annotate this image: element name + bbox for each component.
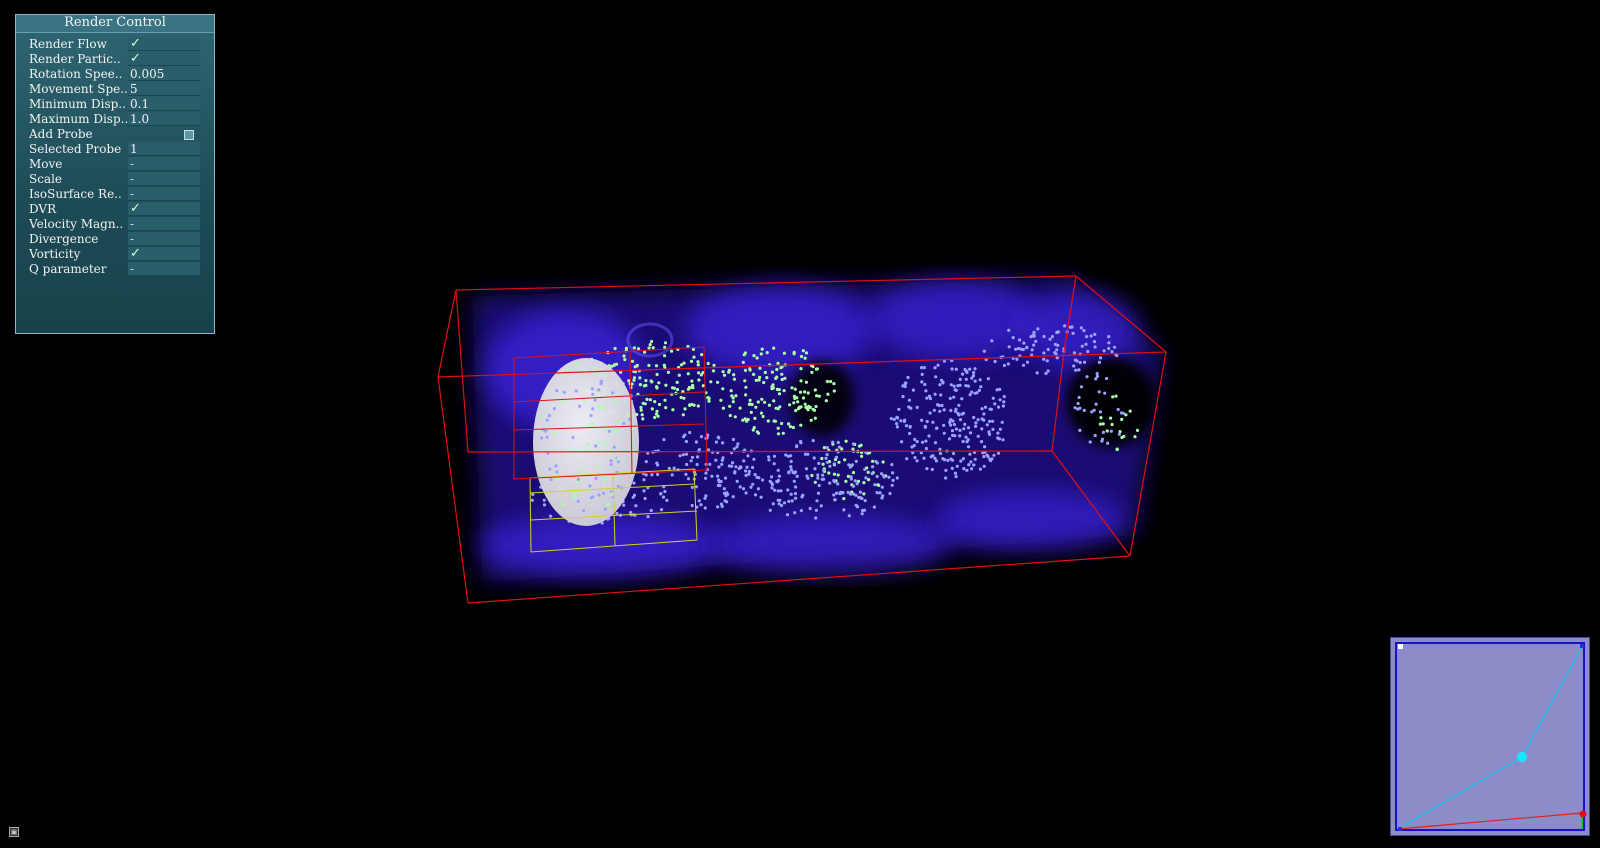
- sphere-obstacle: [533, 358, 639, 526]
- control-label: Selected Probe: [29, 142, 122, 156]
- control-label: Scale: [29, 172, 63, 186]
- control-row[interactable]: Rotation Spee.. 0.005: [16, 67, 214, 82]
- control-label: Velocity Magn..: [29, 217, 124, 231]
- control-label: Maximum Disp..: [29, 112, 129, 126]
- transfer-function-editor[interactable]: [1390, 637, 1590, 836]
- control-row[interactable]: Render Flow ✓: [16, 37, 214, 52]
- control-label: Divergence: [29, 232, 99, 246]
- control-label: Minimum Disp..: [29, 97, 126, 111]
- value-field[interactable]: 0.1: [128, 97, 200, 111]
- bounding-box: [437, 275, 1167, 604]
- control-label: Render Flow: [29, 37, 107, 51]
- control-row[interactable]: Vorticity ✓: [16, 247, 214, 262]
- tf-corner-handle[interactable]: [1398, 644, 1403, 649]
- checkbox-value[interactable]: ✓: [128, 52, 200, 66]
- tf-control-point[interactable]: [1517, 752, 1527, 762]
- particle-cloud-front: [539, 362, 634, 513]
- tf-red-line: [1397, 812, 1583, 830]
- tf-corner-handle-bottom-left[interactable]: [1398, 827, 1402, 831]
- tf-red-point[interactable]: [1579, 810, 1587, 818]
- toggle-value[interactable]: -: [128, 262, 200, 276]
- tf-background: [1390, 637, 1590, 836]
- control-row[interactable]: DVR ✓: [16, 202, 214, 217]
- control-label: Rotation Spee..: [29, 67, 123, 81]
- control-label: Movement Spe..: [29, 82, 128, 96]
- control-row[interactable]: Add Probe: [16, 127, 214, 142]
- toggle-value[interactable]: -: [128, 187, 200, 201]
- toggle-value[interactable]: -: [128, 232, 200, 246]
- control-row[interactable]: Render Partic.. ✓: [16, 52, 214, 67]
- toggle-value[interactable]: -: [128, 157, 200, 171]
- toggle-value[interactable]: -: [128, 217, 200, 231]
- probe-box[interactable]: [529, 468, 698, 553]
- tf-frame: [1395, 642, 1585, 831]
- control-row[interactable]: Velocity Magn.. -: [16, 217, 214, 232]
- control-row[interactable]: Selected Probe 1: [16, 142, 214, 157]
- toggle-value[interactable]: -: [128, 172, 200, 186]
- value-field[interactable]: 1: [128, 142, 200, 156]
- window-icon[interactable]: ▣: [9, 827, 19, 837]
- control-label: IsoSurface Re..: [29, 187, 122, 201]
- control-row[interactable]: Scale -: [16, 172, 214, 187]
- checkbox-value[interactable]: ✓: [128, 37, 200, 51]
- checkbox-value[interactable]: ✓: [128, 247, 200, 261]
- control-row[interactable]: Divergence -: [16, 232, 214, 247]
- value-field[interactable]: 1.0: [128, 112, 200, 126]
- control-row[interactable]: Maximum Disp.. 1.0: [16, 112, 214, 127]
- inner-box: [513, 346, 708, 480]
- control-row[interactable]: IsoSurface Re.. -: [16, 187, 214, 202]
- control-row[interactable]: Movement Spe.. 5: [16, 82, 214, 97]
- control-label: Vorticity: [29, 247, 81, 261]
- panel-title: Render Control: [16, 15, 214, 33]
- value-field[interactable]: 5: [128, 82, 200, 96]
- flow-volume: [472, 278, 1162, 582]
- control-row[interactable]: Move -: [16, 157, 214, 172]
- control-label: Render Partic..: [29, 52, 121, 66]
- control-row[interactable]: Minimum Disp.. 0.1: [16, 97, 214, 112]
- control-label: Move: [29, 157, 63, 171]
- control-label: Add Probe: [29, 127, 93, 141]
- render-control-panel: Render Control Render Flow ✓ Render Partic…: [15, 14, 215, 334]
- value-field[interactable]: 0.005: [128, 67, 200, 81]
- add-probe-button[interactable]: [184, 130, 194, 140]
- control-label: DVR: [29, 202, 57, 216]
- control-rows: Render Flow ✓ Render Partic.. ✓ Rotation Spe…: [16, 37, 214, 277]
- control-label: Q parameter: [29, 262, 107, 276]
- checkbox-value[interactable]: ✓: [128, 202, 200, 216]
- control-row[interactable]: Q parameter -: [16, 262, 214, 277]
- tf-corner-handle-top-right[interactable]: [1580, 644, 1584, 648]
